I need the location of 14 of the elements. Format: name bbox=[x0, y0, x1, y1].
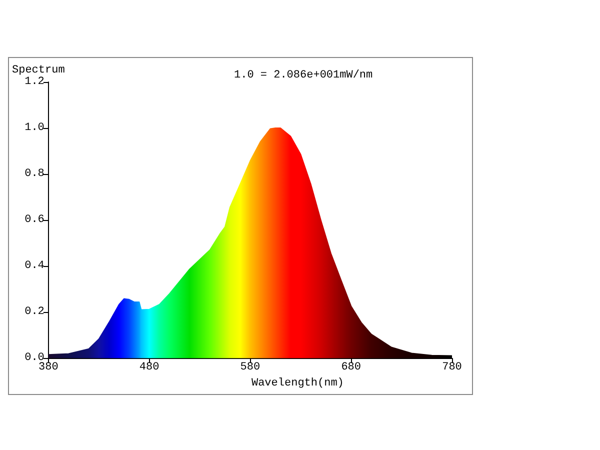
y-tick-label: 0.8 bbox=[24, 168, 44, 180]
y-axis-title: Spectrum bbox=[12, 64, 66, 76]
y-tick-label: 1.0 bbox=[24, 122, 44, 134]
x-tick-label: 580 bbox=[240, 362, 260, 374]
y-tick-label: 0.2 bbox=[24, 306, 44, 318]
x-tick-label: 680 bbox=[341, 362, 362, 374]
y-tick-label: 0.6 bbox=[24, 214, 44, 226]
y-tick-label: 0.4 bbox=[24, 260, 45, 272]
x-tick-label: 780 bbox=[442, 362, 462, 374]
x-tick-label: 480 bbox=[139, 362, 160, 374]
x-tick-label: 380 bbox=[38, 362, 58, 374]
text: 1.0 = 2.086e+001mW/nm bbox=[234, 70, 374, 82]
y-tick-label: 1.2 bbox=[24, 76, 44, 88]
x-axis-title: Wavelength(nm) bbox=[251, 378, 344, 390]
